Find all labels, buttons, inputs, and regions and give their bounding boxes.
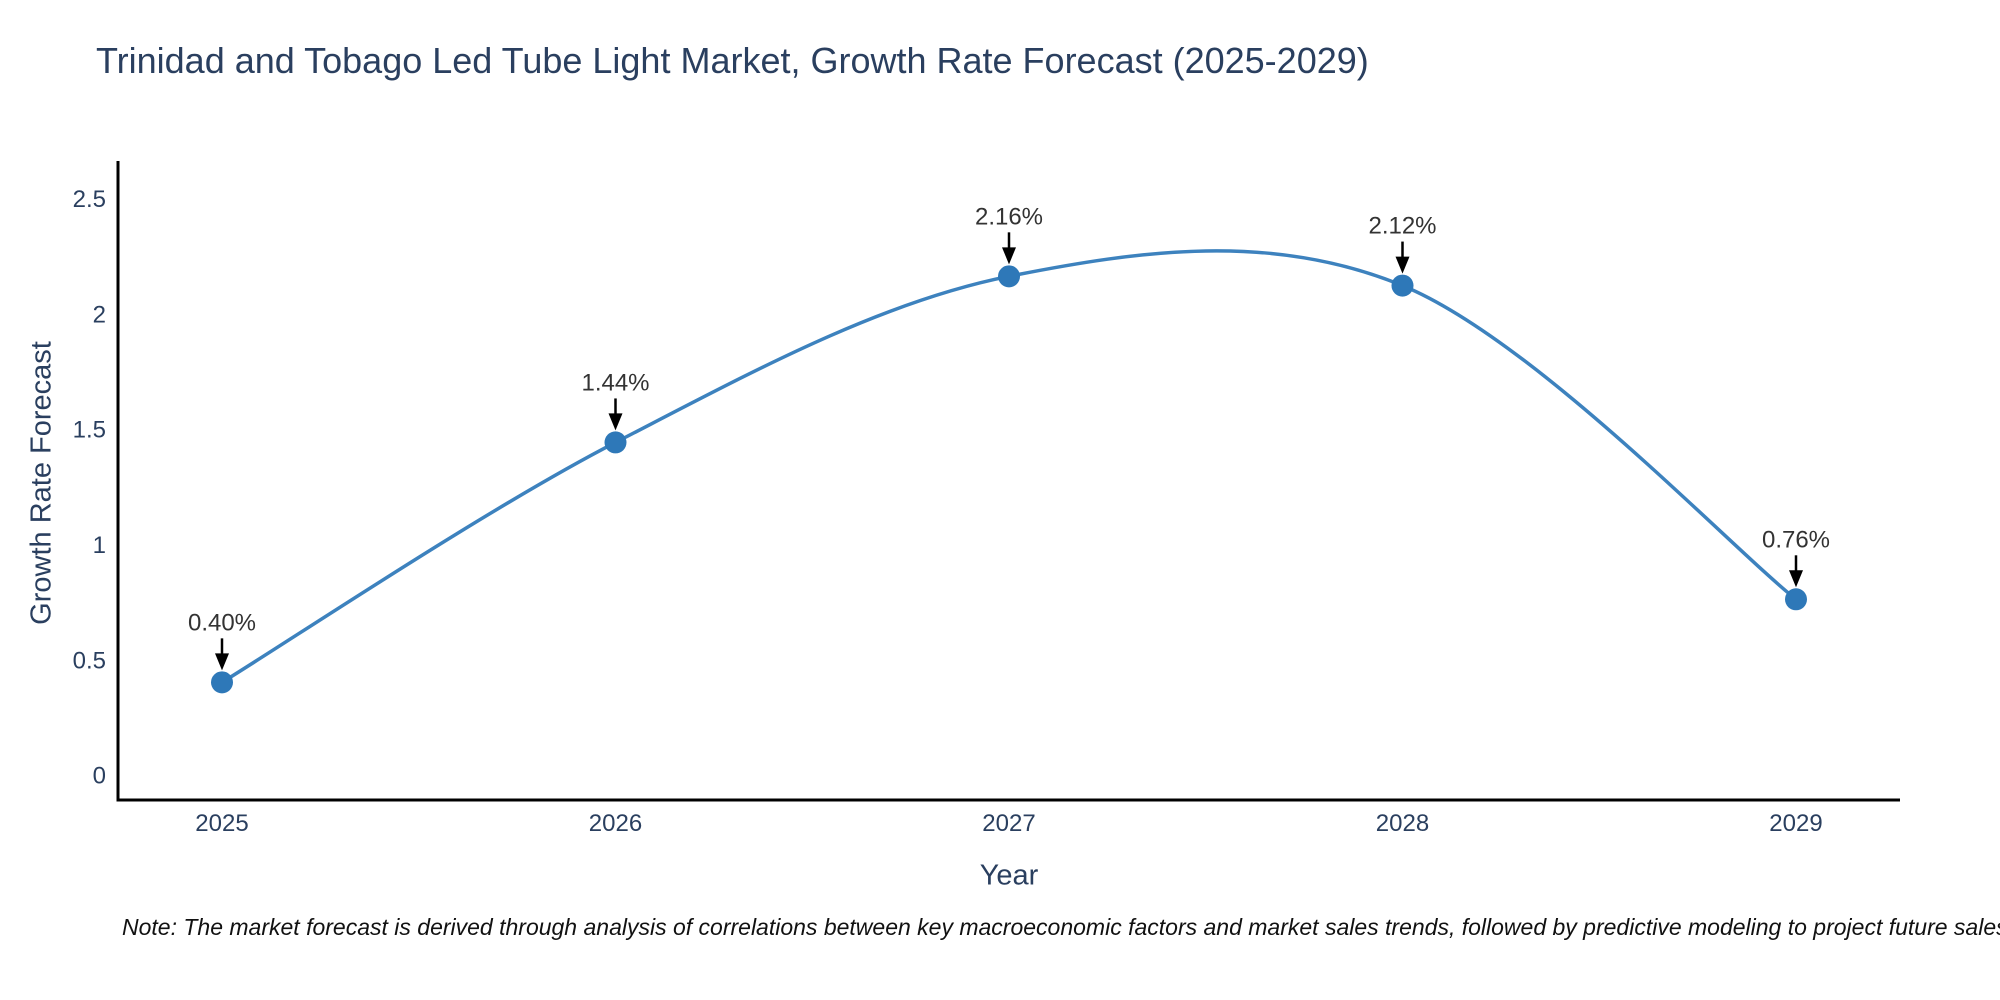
x-tick-label-2027: 2027 <box>982 810 1035 837</box>
y-tick-label-0.5: 0.5 <box>73 647 106 674</box>
y-tick-label-0: 0 <box>93 763 106 790</box>
forecast-line <box>220 249 1798 685</box>
annotation-arrowhead-2026 <box>608 413 623 431</box>
y-tick-label-2.5: 2.5 <box>73 186 106 213</box>
y-tick-label-1.5: 1.5 <box>73 417 106 444</box>
annotation-label-2026: 1.44% <box>581 369 649 396</box>
annotation-label-2027: 2.16% <box>975 203 1043 230</box>
x-axis-title: Year <box>979 859 1039 892</box>
data-point-2028[interactable] <box>1391 274 1414 297</box>
annotation-arrowhead-2025 <box>215 653 229 671</box>
annotation-label-2028: 2.12% <box>1368 213 1436 240</box>
x-tick-label-2029: 2029 <box>1769 810 1822 837</box>
annotation-label-2029: 0.76% <box>1762 526 1830 553</box>
chart-note: Note: The market forecast is derived thr… <box>122 914 2000 940</box>
data-point-2025[interactable] <box>211 671 233 694</box>
x-tick-label-2026: 2026 <box>589 810 642 837</box>
y-tick-label-1: 1 <box>93 532 106 559</box>
annotation-arrowhead-2028 <box>1395 256 1410 274</box>
axis-lines <box>116 161 1900 802</box>
y-tick-label-2: 2 <box>93 301 106 328</box>
data-point-2027[interactable] <box>998 265 1020 288</box>
annotation-arrowhead-2027 <box>1002 247 1016 265</box>
annotation-label-2025: 0.40% <box>188 609 256 636</box>
x-tick-label-2025: 2025 <box>195 810 248 837</box>
chart-title: Trinidad and Tobago Led Tube Light Marke… <box>96 40 1369 81</box>
data-point-2026[interactable] <box>604 431 627 454</box>
annotation-arrowhead-2029 <box>1789 570 1803 588</box>
x-tick-label-2028: 2028 <box>1376 810 1429 837</box>
data-point-2029[interactable] <box>1785 588 1807 611</box>
